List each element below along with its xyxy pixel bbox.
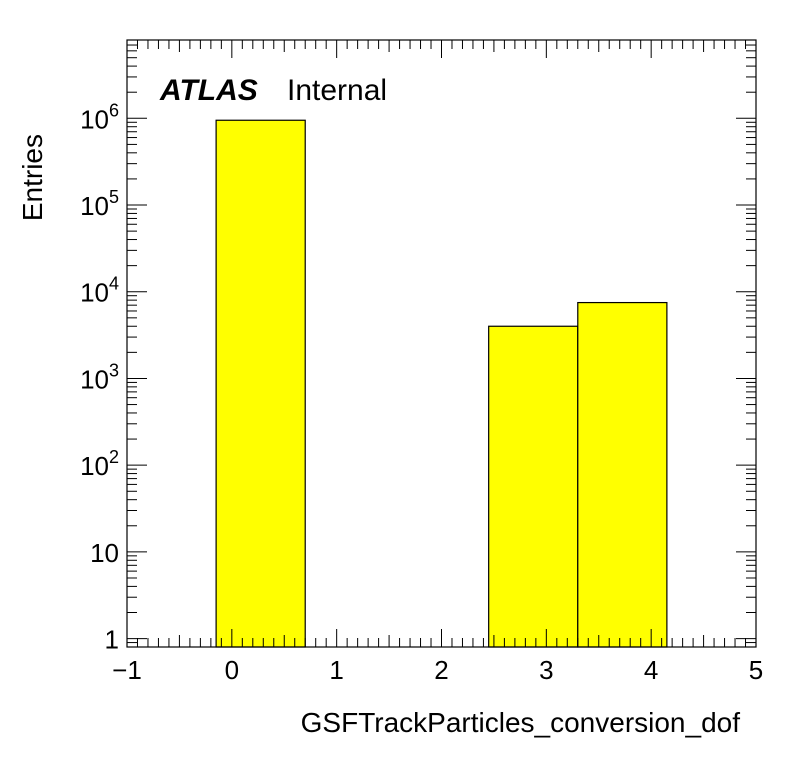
x-tick-labels: −1 0 1 2 3 4 5 bbox=[112, 655, 763, 685]
y-tick-label-3: 103 bbox=[80, 360, 119, 394]
internal-label: Internal bbox=[287, 74, 387, 107]
x-tick-label-4: 3 bbox=[539, 655, 553, 685]
histogram-bar-0 bbox=[215, 119, 306, 648]
histogram-bar-2 bbox=[577, 301, 668, 648]
y-tick-label-5: 105 bbox=[80, 187, 119, 221]
y-tick-label-4: 104 bbox=[80, 274, 119, 308]
y-tick-label-6: 106 bbox=[80, 100, 119, 134]
x-tick-label-5: 4 bbox=[644, 655, 658, 685]
x-tick-label-1: 0 bbox=[225, 655, 239, 685]
x-tick-label-2: 1 bbox=[329, 655, 343, 685]
y-tick-label-0: 1 bbox=[105, 625, 119, 655]
y-tick-labels: 1 10 102 103 104 105 106 bbox=[80, 100, 119, 654]
histogram-bars bbox=[215, 119, 668, 648]
x-tick-label-6: 5 bbox=[749, 655, 763, 685]
y-tick-label-1: 10 bbox=[90, 538, 119, 568]
y-axis-title: Entries bbox=[17, 134, 48, 221]
x-tick-label-3: 2 bbox=[434, 655, 448, 685]
atlas-label: ATLAS bbox=[159, 74, 258, 107]
x-axis-title: GSFTrackParticles_conversion_dof bbox=[301, 707, 741, 738]
y-tick-label-2: 102 bbox=[80, 447, 119, 481]
axis-ticks bbox=[126, 39, 757, 648]
histogram-bar-1 bbox=[488, 325, 579, 648]
x-tick-label-0: −1 bbox=[112, 655, 142, 685]
